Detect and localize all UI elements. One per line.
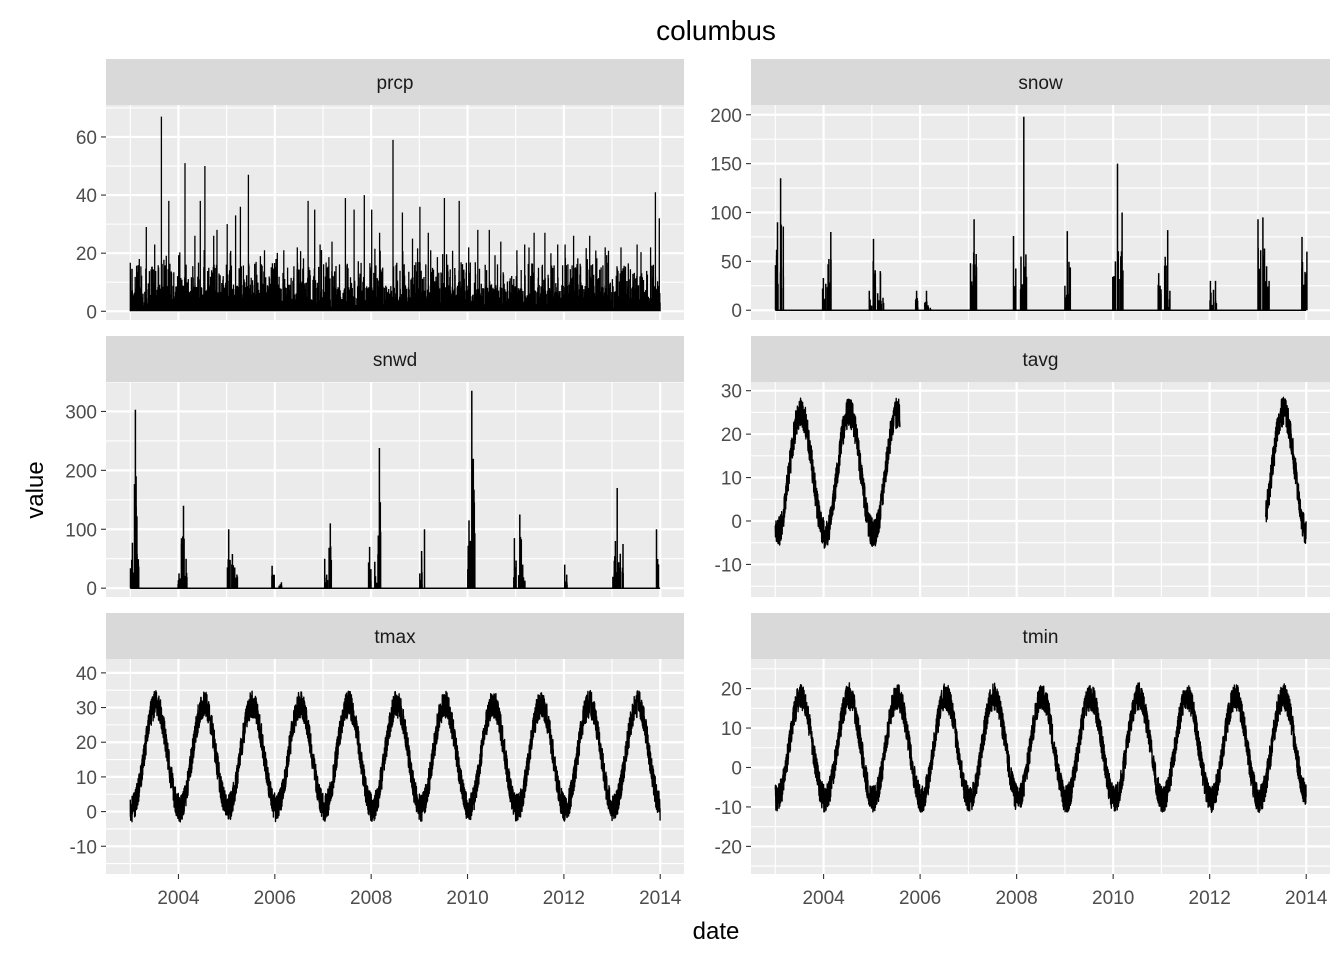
series-line: [129, 689, 661, 823]
y-tick-label: 200: [65, 461, 97, 482]
series-line: [774, 116, 1308, 311]
y-tick-label: 300: [65, 402, 97, 423]
strip-label: tmin: [1023, 627, 1059, 648]
y-tick-label: 0: [731, 301, 742, 322]
y-tick-label: 10: [76, 768, 97, 789]
y-tick-label: 20: [76, 733, 97, 754]
series-line: [129, 116, 661, 312]
y-axis-title: value: [22, 461, 49, 518]
panel-background: [106, 382, 684, 597]
gridlines: [751, 105, 1330, 320]
series-line: [774, 682, 1307, 814]
series-snow: [774, 116, 1308, 311]
x-tick-label: 2004: [802, 888, 845, 909]
strip-background: [106, 613, 684, 659]
facet-snow: snow 0 50 100 150 200: [710, 59, 1330, 322]
y-tick-label: 200: [710, 106, 742, 127]
facet-panels: prcp0204060snow050100150200snwd010020030…: [65, 59, 1330, 909]
y-tick-label: -10: [70, 837, 97, 858]
y-tick-label: 20: [721, 680, 742, 701]
y-tick-label: 0: [86, 302, 97, 323]
y-tick-label: 50: [721, 252, 742, 273]
facet-snwd: snwd 0 100 200 300: [65, 336, 684, 600]
x-tick-label: 2012: [543, 888, 585, 909]
strip-background: [106, 336, 684, 382]
strip-label: snwd: [373, 350, 417, 371]
strip-background: [751, 59, 1330, 105]
facet-tmax: tmax -10 0 10 20 30 40 2004 2006 2008 2010 2012 2014: [70, 613, 684, 909]
y-tick-label: 20: [721, 425, 742, 446]
y-tick-label: 0: [86, 579, 97, 600]
y-tick-label: 30: [76, 699, 97, 720]
facet-prcp: prcp 0 20 40 60: [76, 59, 684, 323]
x-tick-label: 2010: [446, 888, 488, 909]
x-tick-label: 2010: [1092, 888, 1134, 909]
y-tick-label: 0: [731, 758, 742, 779]
strip-background: [751, 613, 1330, 659]
series-tmax: [129, 689, 661, 823]
x-tick-label: 2006: [899, 888, 941, 909]
x-tick-label: 2014: [639, 888, 682, 909]
y-tick-label: 40: [76, 186, 97, 207]
facet-tmin: tmin -20 -10 0 10 20 2004 2006 2008 2010 2012 2014: [715, 613, 1330, 909]
series-line: [129, 390, 661, 589]
y-tick-label: 20: [76, 244, 97, 265]
x-axis-title: date: [693, 918, 740, 945]
x-tick-label: 2006: [254, 888, 296, 909]
series-line: [1265, 396, 1307, 544]
y-tick-label: 40: [76, 664, 97, 685]
x-tick-label: 2012: [1189, 888, 1231, 909]
y-tick-label: 0: [731, 512, 742, 533]
strip-label: prcp: [377, 73, 414, 94]
y-tick-label: 100: [710, 204, 742, 225]
y-tick-label: 30: [721, 382, 742, 403]
y-tick-label: 10: [721, 719, 742, 740]
chart-title: columbus: [656, 15, 776, 46]
y-tick-label: 150: [710, 155, 742, 176]
y-tick-label: 100: [65, 520, 97, 541]
y-tick-label: -10: [715, 798, 742, 819]
x-tick-label: 2004: [157, 888, 200, 909]
y-tick-label: -20: [715, 837, 742, 858]
series-line: [774, 397, 901, 549]
facet-tavg: tavg -10 0 10 20 30: [715, 336, 1330, 597]
series-tavg: [774, 396, 1307, 549]
strip-label: tavg: [1023, 350, 1059, 371]
gridlines: [751, 382, 1330, 597]
y-tick-label: 10: [721, 469, 742, 490]
y-tick-label: 0: [86, 803, 97, 824]
y-tick-label: 60: [76, 128, 97, 149]
strip-background: [751, 336, 1330, 382]
strip-background: [106, 59, 684, 105]
x-tick-label: 2008: [995, 888, 1037, 909]
strip-label: snow: [1018, 73, 1063, 94]
series-prcp: [129, 116, 661, 312]
x-tick-label: 2014: [1285, 888, 1328, 909]
series-snwd: [129, 390, 661, 589]
y-tick-label: -10: [715, 555, 742, 576]
x-tick-label: 2008: [350, 888, 392, 909]
series-tmin: [774, 682, 1307, 814]
strip-label: tmax: [374, 627, 416, 648]
